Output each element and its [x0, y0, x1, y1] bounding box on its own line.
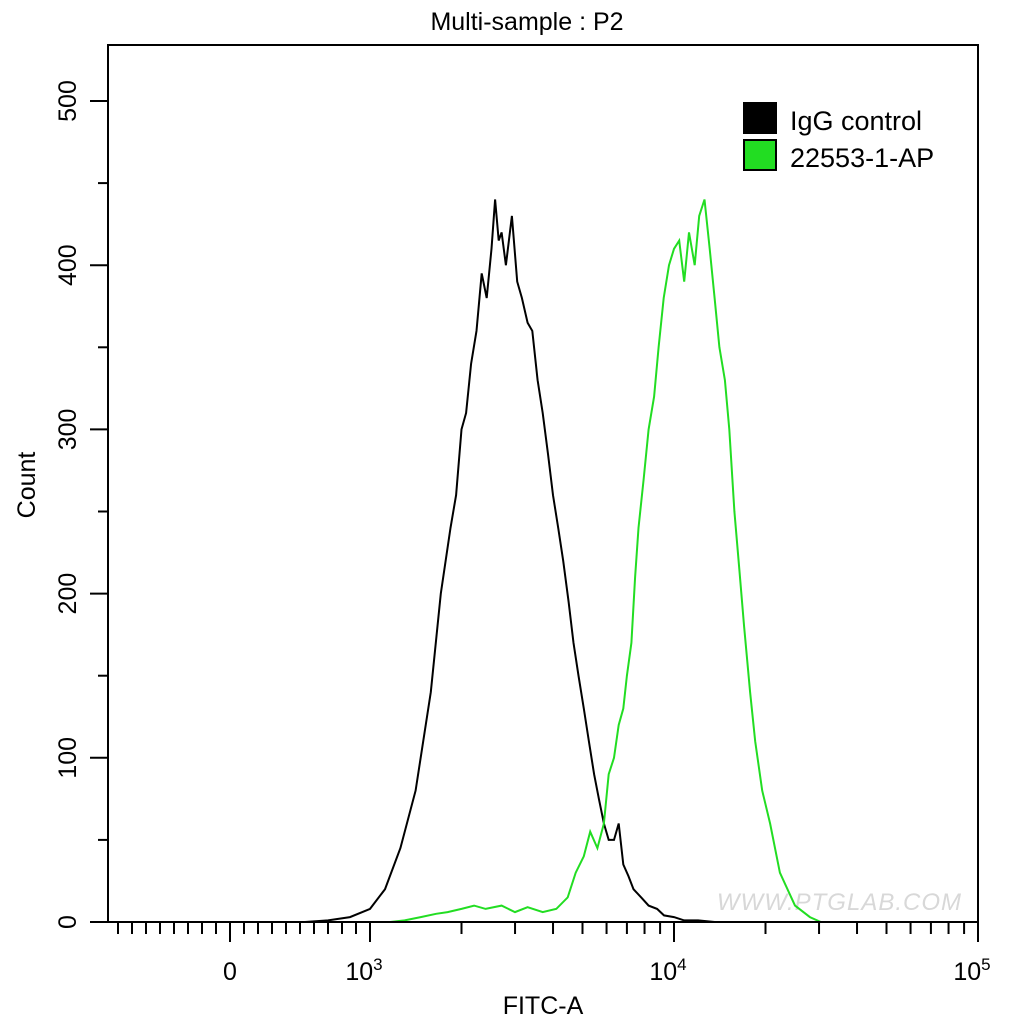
legend: IgG control 22553-1-AP [743, 102, 934, 173]
x-tick-label: 103 [345, 955, 382, 986]
chart-title: Multi-sample : P2 [430, 8, 623, 36]
y-tick-label: 500 [54, 80, 82, 122]
y-tick-label: 200 [54, 573, 82, 615]
legend-swatch [743, 139, 777, 171]
legend-label: IgG control [790, 106, 922, 136]
x-tick-label: 104 [649, 955, 686, 986]
x-tick-label: 105 [953, 955, 990, 986]
y-axis-label: Count [13, 452, 41, 519]
x-tick-label-base: 0 [223, 958, 237, 986]
x-tick-label-exponent: 5 [981, 955, 990, 974]
x-tick-label-base: 10 [345, 958, 373, 986]
plot-frame [107, 44, 979, 923]
x-tick-label-base: 10 [953, 958, 981, 986]
legend-label: 22553-1-AP [790, 143, 934, 173]
y-tick-label: 0 [54, 915, 82, 929]
x-tick-label: 0 [223, 958, 237, 986]
series-line-sample [390, 199, 822, 923]
x-tick-label-base: 10 [649, 958, 677, 986]
watermark: WWW.PTGLAB.COM [717, 889, 962, 916]
y-tick-label: 400 [54, 244, 82, 286]
y-tick-label: 100 [54, 737, 82, 779]
x-tick-label-exponent: 4 [677, 955, 686, 974]
series-line-igg-control [304, 199, 715, 923]
y-tick-label: 300 [54, 409, 82, 451]
legend-swatch [743, 102, 777, 134]
x-tick-label-exponent: 3 [373, 955, 382, 974]
x-axis-label: FITC-A [503, 992, 584, 1020]
